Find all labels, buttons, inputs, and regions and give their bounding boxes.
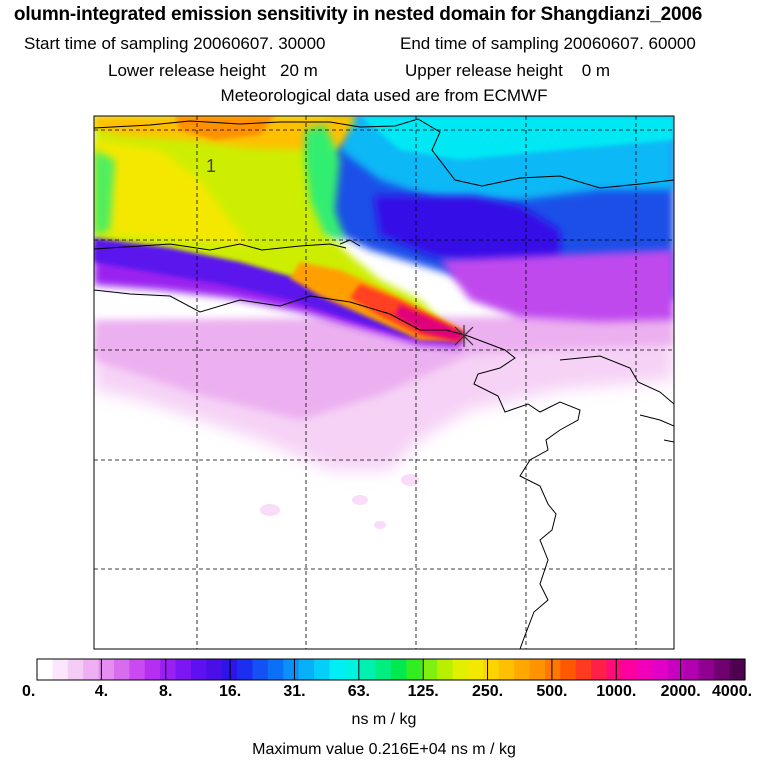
colorbar-tick-label: 2000.	[660, 683, 701, 700]
colorbar-swatch	[560, 659, 577, 680]
colorbar-swatch	[714, 659, 731, 680]
colorbar-swatch	[698, 659, 715, 680]
colorbar-swatch	[544, 659, 561, 680]
colorbar-tick-label: 31.	[283, 683, 306, 700]
start-time-label: Start time of sampling 20060607. 30000	[24, 34, 326, 53]
colorbar-swatch	[514, 659, 531, 680]
map-title: olumn-integrated emission sensitivity in…	[13, 4, 703, 25]
colorbar-swatch	[452, 659, 469, 680]
colorbar-swatch	[421, 659, 438, 680]
colorbar-frame	[36, 658, 746, 681]
colorbar-swatch	[668, 659, 685, 680]
colorbar-swatch	[591, 659, 608, 680]
colorbar-swatch	[498, 659, 515, 680]
colorbar-swatch	[144, 659, 161, 680]
colorbar-tick-label: 0.	[22, 683, 36, 700]
colorbar-tick-label: 1000.	[596, 683, 637, 700]
colorbar-swatch	[575, 659, 592, 680]
colorbar-swatch	[406, 659, 423, 680]
colorbar-swatch	[391, 659, 407, 680]
colorbar-swatch	[329, 659, 346, 680]
colorbar-swatch	[344, 659, 361, 680]
colorbar-tick-label: 4.	[94, 683, 109, 700]
colorbar-swatch	[67, 659, 84, 680]
colorbar-swatch	[375, 659, 392, 680]
end-time-label: End time of sampling 20060607. 60000	[400, 34, 696, 53]
colorbar-swatch	[652, 659, 669, 680]
x-icon	[454, 325, 474, 347]
colorbar-swatch	[360, 659, 377, 680]
colorbar-swatch	[237, 659, 254, 680]
colorbar-tick-label: 63.	[347, 683, 370, 700]
colorbar-swatch	[52, 659, 69, 680]
colorbar-swatch	[606, 659, 623, 680]
colorbar-units: ns m / kg	[351, 711, 417, 728]
colorbar-tick-label: 8.	[159, 683, 173, 700]
colorbar-swatch	[190, 659, 207, 680]
colorbar	[36, 658, 746, 681]
colorbar-swatch	[98, 659, 115, 680]
colorbar-swatch	[113, 659, 130, 680]
colorbar-tick-label: 250.	[471, 683, 504, 700]
colorbar-swatch	[483, 659, 500, 680]
colorbar-swatch	[683, 659, 700, 680]
colorbar-swatch	[529, 659, 546, 680]
colorbar-tick-label: 125.	[407, 683, 439, 700]
colorbar-tick-label: 4000.	[712, 683, 753, 700]
colorbar-swatch	[175, 659, 192, 680]
colorbar-swatch	[298, 659, 315, 680]
colorbar-swatch	[83, 659, 100, 680]
colorbar-swatch	[467, 659, 484, 680]
met-data-label: Meteorological data used are from ECMWF	[220, 86, 548, 105]
colorbar-swatch	[129, 659, 146, 680]
colorbar-swatch	[637, 659, 654, 680]
colorbar-swatch	[314, 659, 331, 680]
colorbar-swatch	[729, 659, 746, 680]
upper-release-label: Upper release height 0 m	[405, 61, 611, 80]
lower-release-label: Lower release height 20 m	[108, 61, 318, 80]
colorbar-swatch	[267, 659, 284, 680]
colorbar-swatch	[252, 659, 269, 680]
colorbar-swatch	[283, 659, 300, 680]
plot-frame	[93, 115, 675, 650]
colorbar-tick-label: 500.	[536, 683, 568, 700]
contour-label: 1	[206, 156, 216, 176]
lat-lon-grid	[94, 116, 674, 649]
coastlines	[94, 118, 674, 649]
colorbar-swatch	[160, 659, 177, 680]
colorbar-tick-label: 16.	[218, 683, 242, 700]
colorbar-swatch	[621, 659, 638, 680]
colorbar-swatch	[37, 659, 53, 680]
colorbar-swatch	[206, 659, 223, 680]
maximum-value-label: Maximum value 0.216E+04 ns m / kg	[252, 741, 516, 758]
colorbar-swatch	[437, 659, 454, 680]
